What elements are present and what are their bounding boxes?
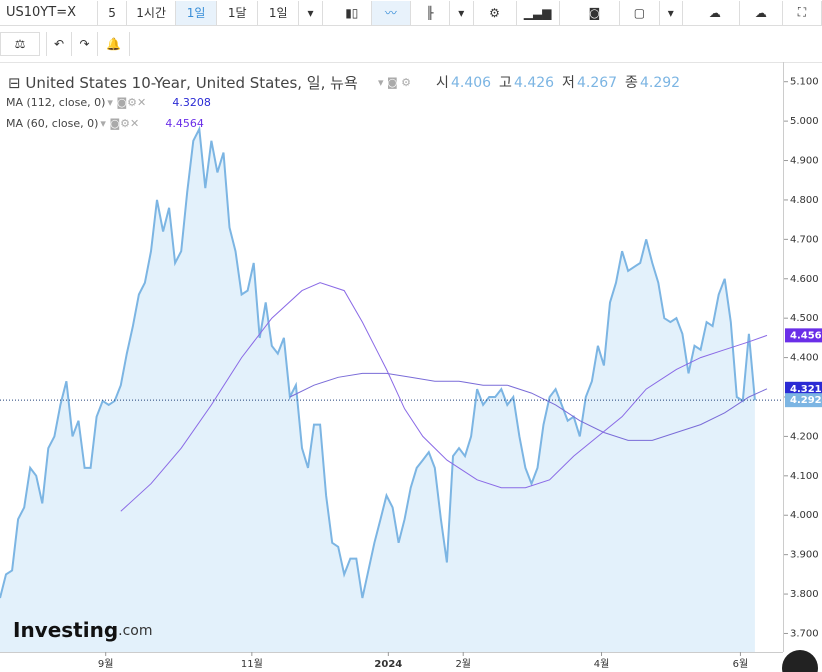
ohlc-label: 시 bbox=[436, 75, 449, 91]
undo-button[interactable]: ↶ bbox=[46, 32, 72, 56]
ohlc-label: 종 bbox=[625, 75, 638, 91]
y-tick-label: 4.200 bbox=[790, 431, 819, 442]
candles-button[interactable]: ▮▯ bbox=[333, 0, 372, 25]
y-tick-label: 4.400 bbox=[790, 353, 819, 364]
x-tick-label: 2월 bbox=[455, 658, 471, 670]
x-tick-label: 2024 bbox=[374, 659, 402, 670]
interval-button[interactable]: 1일 bbox=[176, 0, 218, 25]
symbol-input[interactable]: US10YT=X bbox=[0, 0, 98, 25]
ohlc-value: 4.406 bbox=[451, 75, 491, 91]
price-label-box bbox=[785, 381, 822, 396]
overlay bbox=[0, 125, 783, 599]
series-line bbox=[120, 282, 768, 512]
settings-button[interactable]: ⚙ bbox=[474, 0, 517, 25]
price-label: 4.321 bbox=[790, 384, 822, 395]
legend-icons: ▾ ◙⚙✕ bbox=[100, 117, 139, 130]
y-tick-label: 5.100 bbox=[790, 77, 819, 88]
watermark: Investing.com bbox=[13, 618, 153, 642]
y-tick-label: 4.500 bbox=[790, 313, 819, 324]
dropdown-button[interactable]: ▾ bbox=[450, 0, 474, 25]
fullscreen-button[interactable]: ⛶ bbox=[783, 0, 822, 25]
x-tick-label: 11월 bbox=[241, 658, 263, 670]
template-button[interactable]: ▢ bbox=[620, 0, 660, 25]
x-tick-label: 6월 bbox=[733, 658, 749, 670]
y-tick-label: 4.000 bbox=[790, 510, 819, 521]
line-button[interactable]: 〰 bbox=[371, 0, 411, 25]
dropdown-button[interactable]: ▾ bbox=[299, 0, 323, 25]
bars-button[interactable]: ╟ bbox=[411, 0, 451, 25]
interval-button[interactable]: 1일 bbox=[258, 0, 300, 25]
ohlc-value: 4.267 bbox=[577, 75, 617, 91]
y-tick-label: 3.700 bbox=[790, 628, 819, 639]
y-tick-label: 4.600 bbox=[790, 274, 819, 285]
legend-icons: ▾ ◙⚙✕ bbox=[107, 96, 146, 109]
interval-button[interactable]: 5 bbox=[98, 0, 128, 25]
y-tick-label: 3.800 bbox=[790, 589, 819, 600]
chart: 3.7003.8003.9004.0004.1004.2004.3004.400… bbox=[0, 62, 822, 672]
ohlc-label: 고 bbox=[499, 75, 512, 91]
watermark-part: Investing bbox=[13, 618, 118, 642]
menu-button[interactable] bbox=[782, 650, 818, 672]
x-tick-label: 4월 bbox=[594, 658, 610, 670]
price-label: 4.456 bbox=[790, 330, 822, 341]
alert-button[interactable]: 🔔 bbox=[98, 32, 130, 56]
price-label-box bbox=[785, 393, 822, 408]
dropdown-button[interactable]: ▾ bbox=[660, 0, 683, 25]
indicators-button[interactable]: ▁▃▆ bbox=[517, 0, 560, 25]
y-tick-label: 4.900 bbox=[790, 156, 819, 167]
watermark-part: .com bbox=[118, 623, 152, 639]
compare-button[interactable]: ⚖ bbox=[0, 32, 40, 56]
y-tick-label: 4.800 bbox=[790, 195, 819, 206]
series-line bbox=[0, 125, 756, 599]
redo-button[interactable]: ↷ bbox=[72, 32, 98, 56]
legend-name: MA (112, close, 0) bbox=[6, 96, 105, 109]
price-label: 4.292 bbox=[790, 395, 822, 406]
legend-name: MA (60, close, 0) bbox=[6, 117, 98, 130]
toolbar: US10YT=X 5 1시간 1일 1달 1일 ▾ ▮▯ 〰 ╟ ▾ ⚙ ▁▃▆… bbox=[0, 0, 822, 26]
y-tick-label: 4.700 bbox=[790, 234, 819, 245]
interval-button[interactable]: 1달 bbox=[217, 0, 259, 25]
x-tick-label: 9월 bbox=[98, 658, 114, 670]
y-tick-label: 4.100 bbox=[790, 471, 819, 482]
series-line bbox=[289, 372, 768, 441]
area bbox=[0, 129, 755, 652]
ohlc-value: 4.292 bbox=[640, 75, 680, 91]
camera-button[interactable]: ◙ bbox=[570, 0, 621, 25]
ohlc-label: 저 bbox=[562, 75, 575, 91]
load-button[interactable]: ☁ bbox=[691, 0, 740, 25]
legend-icons: ▾ ◙ ⚙ bbox=[378, 76, 411, 89]
legend-value: 4.3208 bbox=[172, 96, 211, 109]
legend-value: 4.4564 bbox=[165, 117, 204, 130]
toolbar-secondary: ⚖ ↶ ↷ 🔔 bbox=[0, 29, 822, 59]
plot-area bbox=[0, 129, 755, 652]
price-label-box bbox=[785, 328, 822, 343]
legend-title: ⊟ United States 10-Year, United States, … bbox=[8, 74, 358, 92]
y-tick-label: 5.000 bbox=[790, 116, 819, 127]
save-button[interactable]: ☁ bbox=[740, 0, 783, 25]
y-tick-label: 3.900 bbox=[790, 550, 819, 561]
interval-button[interactable]: 1시간 bbox=[127, 0, 177, 25]
ohlc-value: 4.426 bbox=[514, 75, 554, 91]
chart-title: United States 10-Year, United States, 일,… bbox=[25, 74, 357, 92]
